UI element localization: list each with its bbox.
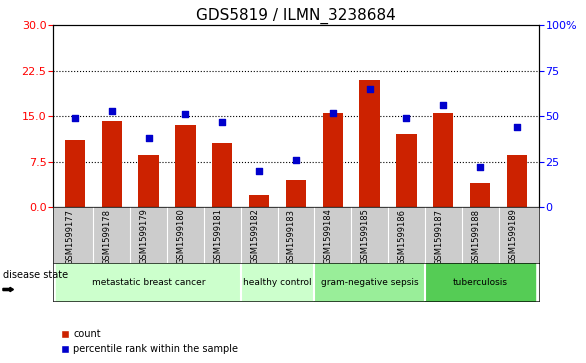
Bar <box>138 155 159 207</box>
Text: GSM1599177: GSM1599177 <box>66 209 75 265</box>
Text: GSM1599179: GSM1599179 <box>139 209 148 265</box>
Text: GSM1599185: GSM1599185 <box>360 209 370 265</box>
Text: metastatic breast cancer: metastatic breast cancer <box>92 278 205 287</box>
Bar <box>101 121 122 207</box>
Point <box>475 164 485 170</box>
Point <box>254 168 264 174</box>
Point <box>144 135 153 141</box>
Bar <box>249 195 269 207</box>
Point <box>291 157 301 163</box>
Bar <box>212 143 233 207</box>
Point <box>107 108 117 114</box>
Text: disease state: disease state <box>3 270 68 280</box>
Text: GSM1599186: GSM1599186 <box>397 209 407 265</box>
Point <box>180 111 190 117</box>
Bar <box>396 134 417 207</box>
Text: GSM1599188: GSM1599188 <box>471 209 480 265</box>
Text: GSM1599180: GSM1599180 <box>176 209 185 265</box>
Bar <box>507 155 527 207</box>
Bar <box>470 183 490 207</box>
Point <box>439 102 448 108</box>
Title: GDS5819 / ILMN_3238684: GDS5819 / ILMN_3238684 <box>196 8 396 24</box>
Bar <box>433 113 454 207</box>
Text: GSM1599182: GSM1599182 <box>250 209 259 265</box>
Text: GSM1599189: GSM1599189 <box>508 209 517 265</box>
Text: gram-negative sepsis: gram-negative sepsis <box>321 278 418 287</box>
Text: GSM1599181: GSM1599181 <box>213 209 222 265</box>
Bar <box>175 125 196 207</box>
Point <box>365 86 374 92</box>
Point <box>70 115 80 121</box>
Bar <box>359 80 380 207</box>
Point <box>402 115 411 121</box>
Point <box>512 124 522 130</box>
Text: GSM1599184: GSM1599184 <box>324 209 333 265</box>
Text: GSM1599187: GSM1599187 <box>434 209 444 265</box>
Bar <box>286 180 306 207</box>
Text: GSM1599178: GSM1599178 <box>103 209 112 265</box>
Text: tuberculosis: tuberculosis <box>452 278 507 287</box>
Point <box>328 110 338 115</box>
Text: GSM1599183: GSM1599183 <box>287 209 296 265</box>
Point <box>217 119 227 125</box>
Text: healthy control: healthy control <box>243 278 312 287</box>
Bar <box>64 140 85 207</box>
Bar <box>323 113 343 207</box>
Legend: count, percentile rank within the sample: count, percentile rank within the sample <box>57 326 242 358</box>
